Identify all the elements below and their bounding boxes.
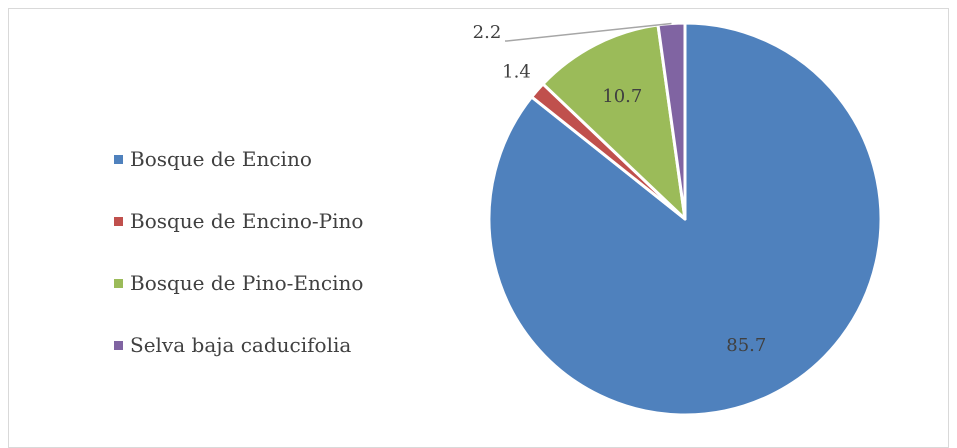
legend-swatch-bosque-de-pino-encino [114,278,123,288]
legend-label-bosque-de-pino-encino: Bosque de Pino-Encino [130,271,364,295]
data-label-bosque-de-encino-pino: 1.4 [502,61,531,82]
leader-line-selva-baja-caducifolia [505,22,672,42]
legend-label-bosque-de-encino: Bosque de Encino [130,147,312,171]
leader-lines [505,22,672,42]
data-label-bosque-de-encino: 85.7 [726,335,766,356]
data-label-selva-baja-caducifolia: 2.2 [473,22,502,43]
legend-label-bosque-de-encino-pino: Bosque de Encino-Pino [130,209,364,233]
pie-chart: 85.7 1.4 10.7 2.2 [473,21,883,417]
pie-slices [487,21,883,417]
legend-swatch-selva-baja-caducifolia [114,340,123,350]
legend-label-selva-baja-caducifolia: Selva baja caducifolia [130,333,352,357]
legend-item-selva-baja-caducifolia: Selva baja caducifolia [114,314,363,376]
data-label-bosque-de-pino-encino: 10.7 [602,86,642,107]
legend-item-bosque-de-encino-pino: Bosque de Encino-Pino [114,190,363,252]
legend-item-bosque-de-pino-encino: Bosque de Pino-Encino [114,252,363,314]
data-labels: 85.7 1.4 10.7 2.2 [473,22,767,356]
legend: Bosque de Encino Bosque de Encino-Pino B… [114,128,363,376]
legend-swatch-bosque-de-encino [114,154,123,164]
legend-swatch-bosque-de-encino-pino [114,216,123,226]
legend-item-bosque-de-encino: Bosque de Encino [114,128,363,190]
